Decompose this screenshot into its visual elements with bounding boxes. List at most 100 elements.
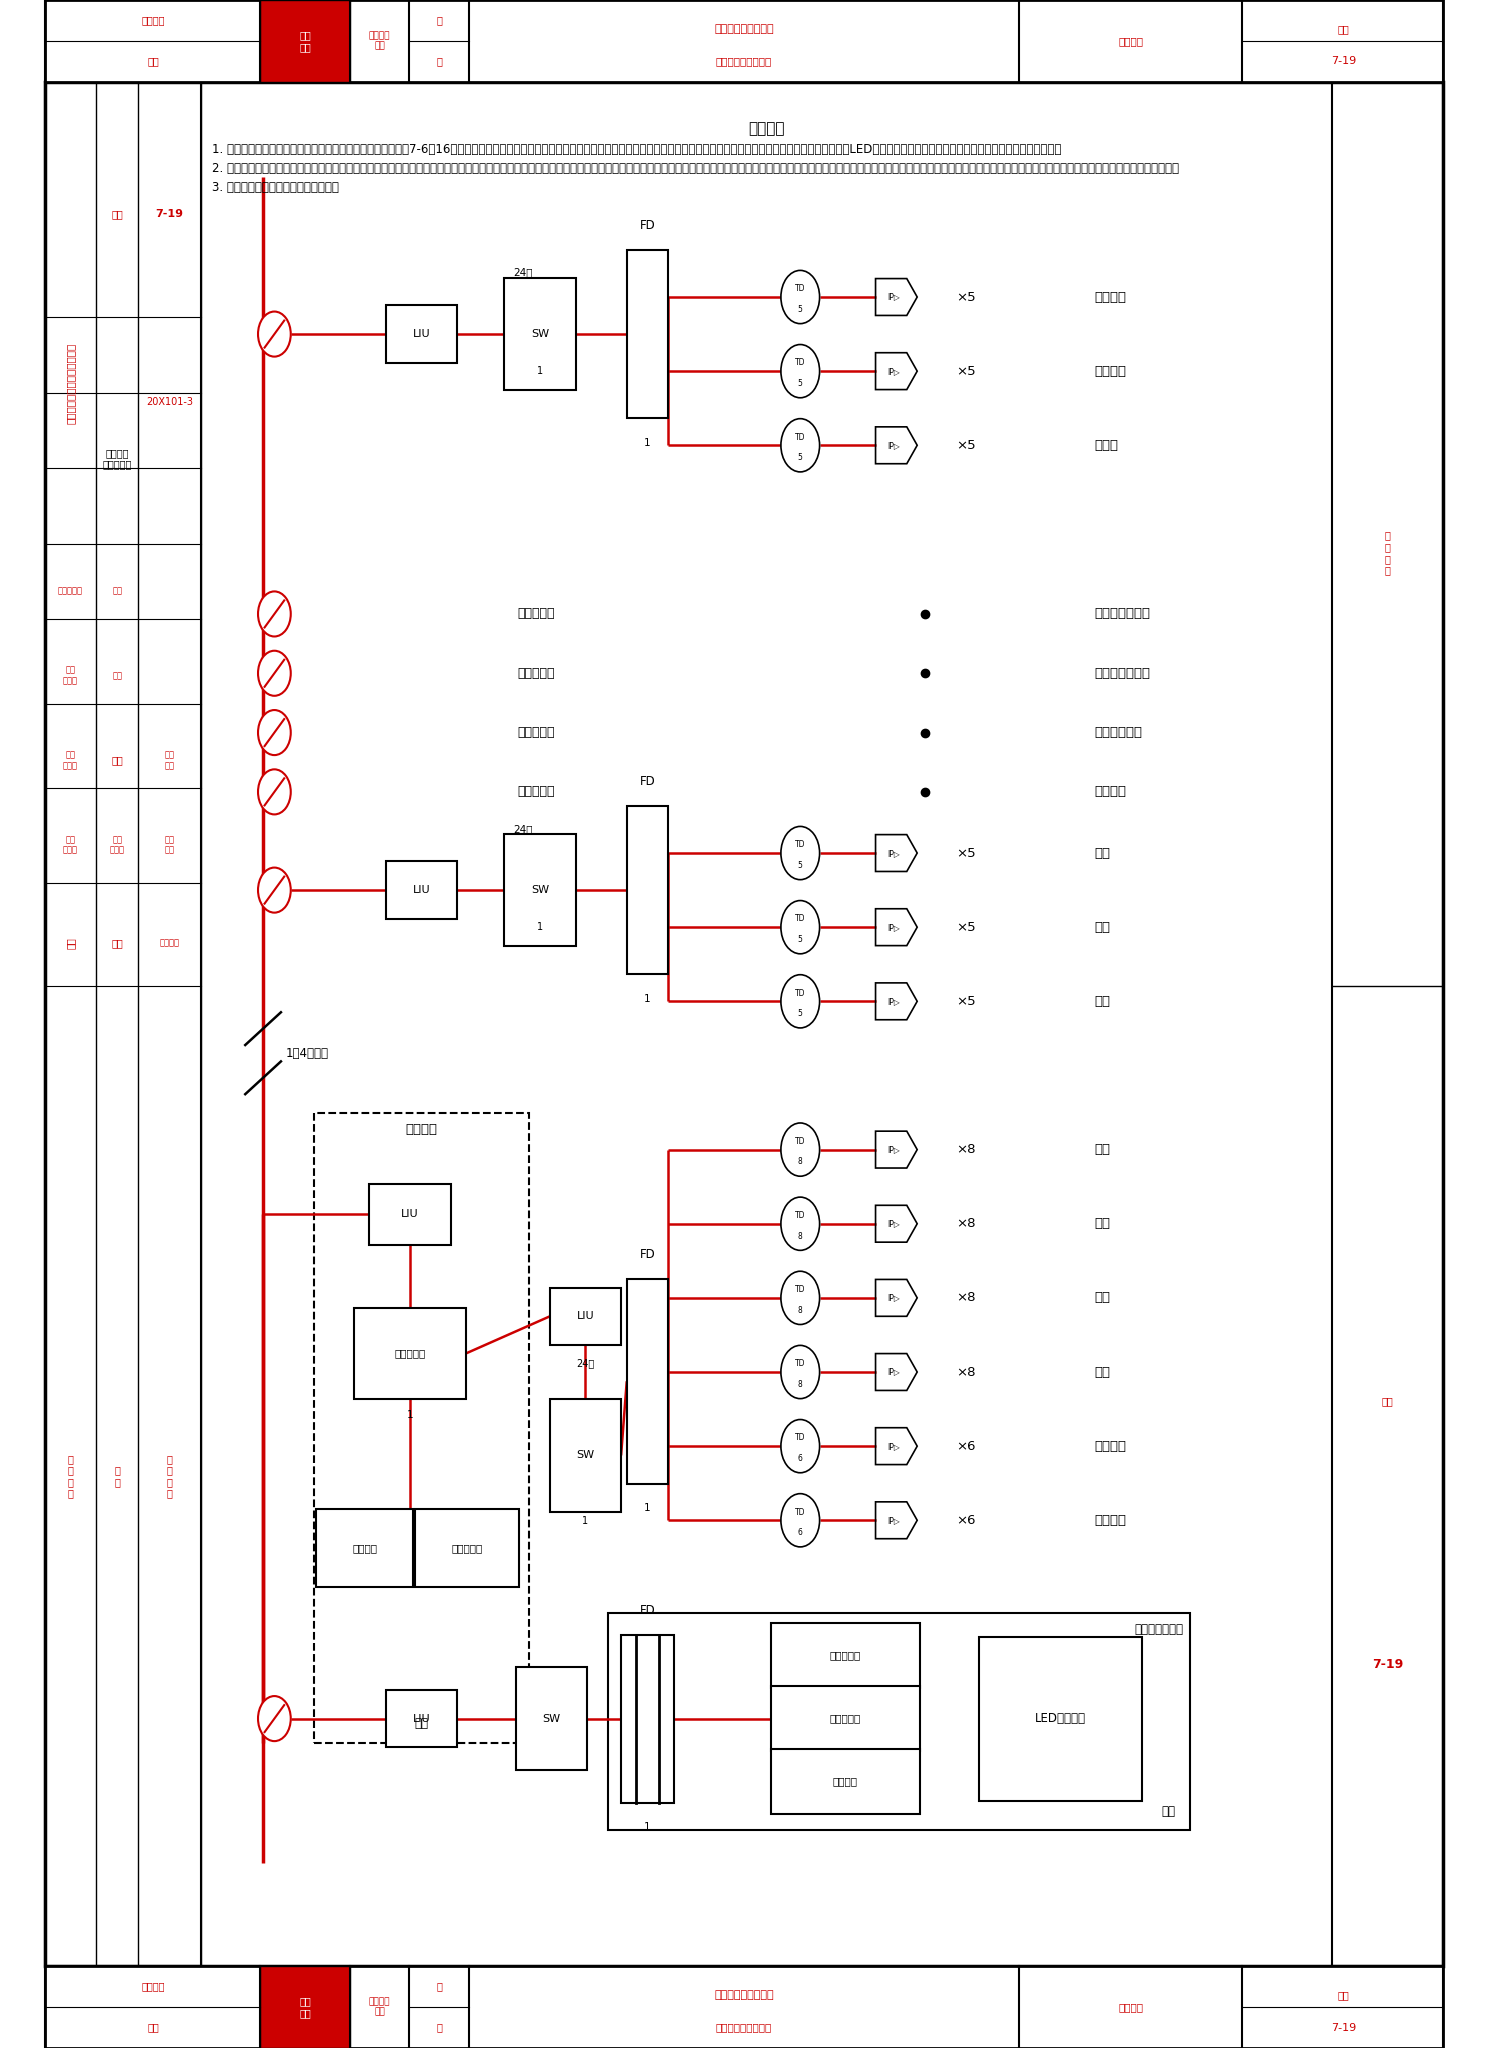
Circle shape — [781, 270, 820, 324]
Text: 7-19: 7-19 — [156, 209, 183, 219]
Text: TD: TD — [795, 1507, 805, 1518]
Text: TD: TD — [795, 1434, 805, 1442]
Bar — [504, 279, 576, 391]
Text: 项目
负责人: 项目 负责人 — [62, 750, 77, 770]
Text: ×8: ×8 — [955, 1292, 976, 1305]
Bar — [626, 250, 668, 418]
Text: 设计: 设计 — [65, 938, 76, 948]
Text: 建筑设计
总院: 建筑设计 总院 — [369, 31, 390, 51]
Text: 5: 5 — [798, 379, 802, 387]
Text: 图号: 图号 — [112, 209, 124, 219]
Text: 专业
负责人: 专业 负责人 — [62, 836, 77, 854]
Text: 设计
单位: 设计 单位 — [299, 1997, 311, 2017]
Bar — [260, 1966, 350, 2048]
Text: FD: FD — [640, 1247, 655, 1262]
Text: 6: 6 — [798, 1454, 802, 1462]
Text: 工种
负责人: 工种 负责人 — [110, 836, 125, 854]
Text: 综合布线系统工程设计与施工: 综合布线系统工程设计与施工 — [65, 342, 76, 424]
Circle shape — [781, 1419, 820, 1473]
Text: 5: 5 — [798, 1010, 802, 1018]
Text: 1: 1 — [644, 438, 650, 449]
Circle shape — [257, 592, 290, 637]
Circle shape — [257, 311, 290, 356]
Bar — [620, 1634, 674, 1802]
Text: IP▷: IP▷ — [887, 1145, 900, 1155]
Circle shape — [781, 1493, 820, 1546]
Text: ×5: ×5 — [955, 922, 976, 934]
Text: 图纸
编号: 图纸 编号 — [165, 836, 174, 854]
Bar — [45, 0, 1443, 82]
Text: TD: TD — [795, 1286, 805, 1294]
Text: 图号: 图号 — [1382, 1397, 1393, 1405]
Text: TD: TD — [795, 1210, 805, 1221]
Text: IP▷: IP▷ — [887, 1516, 900, 1526]
Text: ×5: ×5 — [955, 995, 976, 1008]
Text: 建
设
单
位: 建 设 单 位 — [167, 1454, 173, 1499]
Text: 工
程
名
称: 工 程 名 称 — [67, 1454, 73, 1499]
Text: ×6: ×6 — [955, 1440, 976, 1452]
Bar — [354, 1309, 466, 1399]
Text: 24口: 24口 — [576, 1358, 595, 1368]
Circle shape — [257, 711, 290, 756]
Text: 1: 1 — [644, 1503, 650, 1513]
Text: IP▷: IP▷ — [887, 1294, 900, 1303]
Bar — [771, 1749, 920, 1815]
Text: IP▷: IP▷ — [887, 1368, 900, 1376]
Text: 审定: 审定 — [147, 57, 159, 66]
Text: SW: SW — [576, 1450, 594, 1460]
Text: LIU: LIU — [412, 1714, 430, 1724]
Text: LED显示大屏: LED显示大屏 — [1034, 1712, 1086, 1724]
Text: 安防视频监控系统图: 安防视频监控系统图 — [716, 57, 772, 66]
Text: 工程编号: 工程编号 — [159, 938, 180, 948]
Text: 审定: 审定 — [147, 2023, 159, 2032]
Text: IP▷: IP▷ — [887, 1442, 900, 1450]
Text: 二十层: 二十层 — [1094, 438, 1119, 453]
Text: 5: 5 — [798, 305, 802, 313]
Text: 一层: 一层 — [1094, 1366, 1110, 1378]
Text: 三层: 三层 — [1094, 1217, 1110, 1231]
Text: 地下二层: 地下二层 — [1094, 1513, 1126, 1526]
Bar — [1332, 82, 1443, 1966]
Text: 1. 本图为办公楼配套设计安防视频监控系统，建筑平面图见第7-6～16页。安防视频监控系统后端服务器、存储设备、核心交换机等设置于二层网络机房，安防视频监控中心: 1. 本图为办公楼配套设计安防视频监控系统，建筑平面图见第7-6～16页。安防视… — [213, 143, 1178, 195]
Text: 建设单位: 建设单位 — [141, 16, 165, 25]
Text: 六层: 六层 — [1094, 922, 1110, 934]
Text: 1: 1 — [406, 1409, 414, 1419]
Text: 图号: 图号 — [1338, 25, 1350, 33]
Bar — [45, 82, 201, 1966]
Text: FD: FD — [640, 774, 655, 788]
Text: 解码服务器: 解码服务器 — [830, 1714, 862, 1724]
Text: 1: 1 — [644, 993, 650, 1004]
Text: 1根4芯光缆: 1根4芯光缆 — [286, 1047, 329, 1059]
Bar — [385, 862, 457, 920]
Circle shape — [781, 344, 820, 397]
Text: TD: TD — [795, 432, 805, 442]
Text: 6: 6 — [798, 1528, 802, 1538]
Circle shape — [257, 770, 290, 815]
Text: ×8: ×8 — [955, 1217, 976, 1231]
Text: 5: 5 — [798, 860, 802, 870]
Text: ×5: ×5 — [955, 291, 976, 303]
Text: 十一～十三层: 十一～十三层 — [1094, 727, 1143, 739]
Text: TD: TD — [795, 915, 805, 924]
Text: 专业
负责人: 专业 负责人 — [62, 666, 77, 686]
Text: IP▷: IP▷ — [887, 293, 900, 301]
Circle shape — [781, 418, 820, 471]
Text: 设计
单位: 设计 单位 — [299, 31, 311, 51]
Text: ×8: ×8 — [955, 1366, 976, 1378]
Text: ×8: ×8 — [955, 1143, 976, 1155]
Text: 工程负责人: 工程负责人 — [58, 586, 83, 596]
Text: 建筑设计
总院: 建筑设计 总院 — [369, 1997, 390, 2017]
Text: 20X101-3: 20X101-3 — [146, 397, 193, 408]
Text: 5: 5 — [798, 453, 802, 463]
Text: 审
定: 审 定 — [115, 1466, 121, 1487]
Bar — [317, 1509, 414, 1587]
Text: 一层: 一层 — [1162, 1804, 1176, 1817]
Text: IP▷: IP▷ — [887, 1219, 900, 1229]
Text: 1: 1 — [644, 1823, 650, 1833]
Text: 8: 8 — [798, 1380, 802, 1389]
Text: IP▷: IP▷ — [887, 924, 900, 932]
Bar — [979, 1636, 1143, 1800]
Text: TD: TD — [795, 1360, 805, 1368]
Bar — [516, 1667, 588, 1769]
Text: ×6: ×6 — [955, 1513, 976, 1526]
